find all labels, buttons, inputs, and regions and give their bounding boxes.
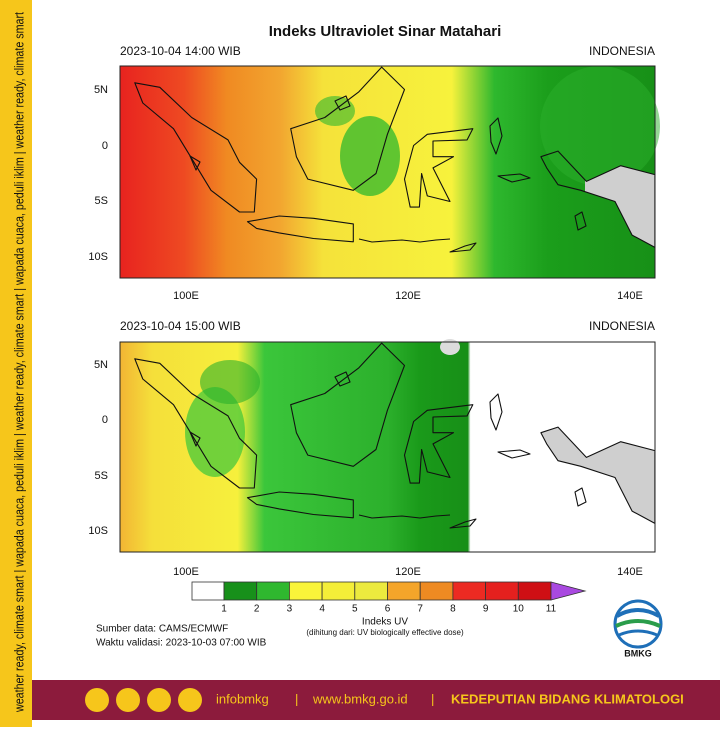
lon-label: 120E [395,290,421,302]
lat-label: 10S [88,251,108,263]
lon-label: 140E [617,290,643,302]
panel-datetime: 2023-10-04 15:00 WIB [120,319,241,333]
side-slogan: weather ready, climate smart | wapada cu… [12,12,26,713]
uv-map [119,339,656,553]
lat-label: 5N [94,84,108,96]
footer-website[interactable]: www.bmkg.go.id [312,691,408,706]
lat-label: 5S [95,195,108,207]
colorbar-label: 9 [483,604,489,615]
social-icons[interactable] [85,688,202,712]
bmkg-logo: BMKG [613,599,663,658]
footer-handle[interactable]: infobmkg [216,691,269,706]
colorbar-label: 10 [513,604,525,615]
colorbar-note: (dihitung dari: UV biologically effectiv… [306,628,464,637]
footer-band [32,680,720,720]
lat-label: 10S [88,525,108,537]
lon-label: 100E [173,290,199,302]
colorbar-label: 11 [546,604,557,615]
colorbar-label: 7 [417,604,423,615]
lat-label: 5N [94,359,108,371]
footer-separator: | [295,691,298,706]
colorbar-label: 4 [319,604,325,615]
lon-label: 120E [395,566,421,578]
side-strip [0,0,32,727]
panel-datetime: 2023-10-04 14:00 WIB [120,44,241,58]
lat-label: 0 [102,414,108,426]
source: Sumber data: CAMS/ECMWF [96,624,228,635]
colorbar [191,581,587,601]
footer-division: KEDEPUTIAN BIDANG KLIMATOLOGI [451,691,684,706]
panel-region: INDONESIA [589,44,655,58]
colorbar-label: 1 [221,604,227,615]
colorbar-title: Indeks UV [362,617,408,628]
logo-text: BMKG [624,648,652,658]
colorbar-label: 2 [254,604,260,615]
colorbar-label: 8 [450,604,456,615]
uv-map [119,65,660,279]
title: Indeks Ultraviolet Sinar Matahari [269,23,502,40]
valid-time: Waktu validasi: 2023-10-03 07:00 WIB [96,638,267,649]
panel-region: INDONESIA [589,319,655,333]
colorbar-label: 6 [385,604,391,615]
lon-label: 100E [173,566,199,578]
colorbar-label: 5 [352,604,358,615]
colorbar-label: 3 [287,604,293,615]
lon-label: 140E [617,566,643,578]
lat-label: 0 [102,140,108,152]
footer-separator: | [431,691,434,706]
lat-label: 5S [95,470,108,482]
